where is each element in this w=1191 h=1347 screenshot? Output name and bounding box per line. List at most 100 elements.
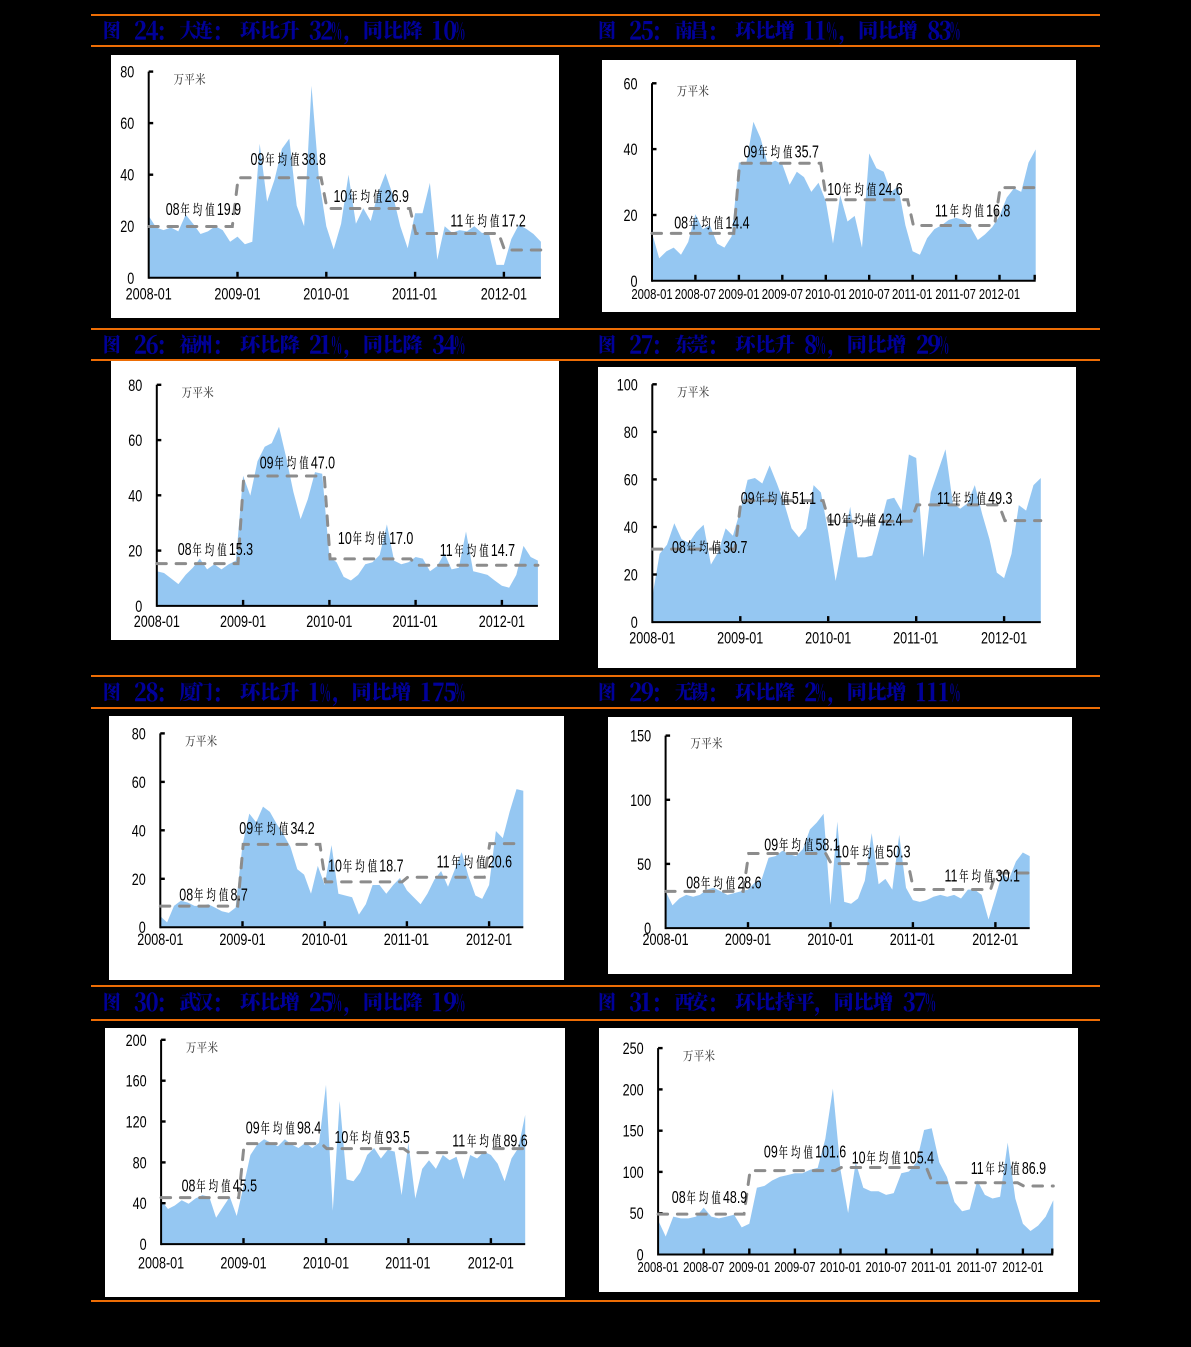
- svg-text:2009-01: 2009-01: [725, 932, 771, 950]
- svg-text:09: 09: [764, 1143, 778, 1163]
- svg-text:38.8: 38.8: [302, 150, 326, 170]
- svg-text:09: 09: [743, 142, 757, 162]
- svg-text:30.1: 30.1: [996, 867, 1020, 887]
- svg-text:35.7: 35.7: [794, 142, 818, 162]
- svg-text:08: 08: [672, 1188, 686, 1208]
- svg-text:2010-01: 2010-01: [805, 285, 846, 302]
- svg-text:40: 40: [624, 519, 638, 537]
- svg-text:250: 250: [623, 1041, 644, 1059]
- svg-text:2010-01: 2010-01: [820, 1259, 861, 1276]
- svg-text:2011-01: 2011-01: [893, 629, 938, 647]
- svg-text:10: 10: [835, 843, 849, 863]
- svg-text:11: 11: [452, 1131, 465, 1151]
- svg-text:0: 0: [139, 920, 146, 938]
- svg-text:2009-01: 2009-01: [220, 613, 266, 631]
- svg-text:80: 80: [120, 64, 134, 82]
- svg-text:10: 10: [852, 1149, 866, 1169]
- svg-text:2012-01: 2012-01: [1003, 1259, 1044, 1276]
- svg-text:80: 80: [624, 424, 638, 442]
- svg-text:2011-01: 2011-01: [384, 931, 429, 949]
- svg-text:11: 11: [436, 853, 449, 873]
- svg-text:24.6: 24.6: [878, 180, 902, 200]
- svg-text:09: 09: [260, 453, 274, 473]
- svg-text:10: 10: [328, 857, 342, 877]
- svg-text:09: 09: [239, 819, 253, 839]
- svg-text:2011-01: 2011-01: [911, 1259, 951, 1276]
- svg-text:10: 10: [334, 1128, 348, 1148]
- svg-text:2008-01: 2008-01: [138, 1255, 184, 1273]
- svg-text:11: 11: [440, 541, 453, 561]
- svg-text:48.9: 48.9: [723, 1188, 747, 1208]
- svg-text:200: 200: [623, 1082, 644, 1100]
- svg-text:2009-07: 2009-07: [761, 285, 802, 302]
- svg-text:09: 09: [764, 836, 778, 856]
- svg-text:2010-01: 2010-01: [808, 932, 854, 950]
- svg-text:0: 0: [630, 273, 637, 291]
- svg-text:60: 60: [623, 76, 637, 94]
- svg-text:14.7: 14.7: [491, 541, 515, 561]
- svg-text:60: 60: [120, 116, 134, 134]
- svg-text:60: 60: [128, 433, 142, 451]
- svg-text:51.1: 51.1: [792, 489, 816, 509]
- svg-text:2009-01: 2009-01: [219, 931, 265, 949]
- svg-text:150: 150: [623, 1123, 644, 1141]
- svg-text:20: 20: [120, 219, 134, 237]
- svg-text:2012-01: 2012-01: [479, 613, 525, 631]
- svg-text:47.0: 47.0: [311, 453, 335, 473]
- svg-text:2011-01: 2011-01: [385, 1255, 430, 1273]
- svg-text:20: 20: [128, 543, 142, 561]
- svg-text:08: 08: [166, 201, 180, 221]
- svg-text:86.9: 86.9: [1022, 1159, 1046, 1179]
- svg-text:2011-01: 2011-01: [890, 932, 935, 950]
- svg-text:16.8: 16.8: [986, 201, 1010, 221]
- svg-text:11: 11: [971, 1159, 984, 1179]
- svg-text:08: 08: [179, 885, 193, 905]
- svg-text:60: 60: [624, 471, 638, 489]
- svg-text:08: 08: [672, 537, 686, 557]
- svg-text:0: 0: [127, 271, 134, 289]
- svg-text:40: 40: [120, 168, 134, 186]
- svg-text:11: 11: [934, 201, 947, 221]
- svg-text:49.3: 49.3: [988, 489, 1012, 509]
- svg-text:30.7: 30.7: [723, 537, 747, 557]
- svg-text:17.2: 17.2: [502, 212, 526, 232]
- svg-text:08: 08: [181, 1176, 195, 1196]
- svg-text:2009-07: 2009-07: [775, 1259, 816, 1276]
- svg-text:10: 10: [338, 529, 352, 549]
- svg-text:20.6: 20.6: [488, 853, 512, 873]
- svg-text:2012-01: 2012-01: [972, 932, 1018, 950]
- svg-text:50.3: 50.3: [886, 843, 910, 863]
- svg-text:2008-01: 2008-01: [134, 613, 180, 631]
- svg-text:2010-01: 2010-01: [303, 286, 349, 304]
- svg-text:100: 100: [617, 376, 638, 394]
- svg-text:2012-01: 2012-01: [466, 931, 512, 949]
- svg-text:2008-07: 2008-07: [683, 1259, 724, 1276]
- svg-text:2011-01: 2011-01: [892, 285, 932, 302]
- svg-text:2010-01: 2010-01: [302, 1255, 348, 1273]
- svg-text:28.6: 28.6: [738, 874, 762, 894]
- svg-text:105.4: 105.4: [903, 1149, 934, 1169]
- svg-text:09: 09: [245, 1119, 259, 1139]
- svg-text:2010-01: 2010-01: [301, 931, 347, 949]
- svg-text:89.6: 89.6: [503, 1131, 527, 1151]
- svg-text:2008-01: 2008-01: [638, 1259, 679, 1276]
- svg-text:101.6: 101.6: [815, 1143, 846, 1163]
- svg-text:0: 0: [139, 1237, 146, 1255]
- svg-text:58.1: 58.1: [816, 836, 840, 856]
- svg-text:2011-07: 2011-07: [957, 1259, 997, 1276]
- svg-text:2008-01: 2008-01: [631, 285, 672, 302]
- svg-text:2009-01: 2009-01: [717, 629, 763, 647]
- svg-text:98.4: 98.4: [297, 1119, 321, 1139]
- svg-text:2010-07: 2010-07: [866, 1259, 907, 1276]
- svg-text:08: 08: [686, 874, 700, 894]
- svg-text:2008-07: 2008-07: [674, 285, 715, 302]
- svg-text:50: 50: [630, 1206, 644, 1224]
- svg-text:17.0: 17.0: [389, 529, 413, 549]
- svg-text:93.5: 93.5: [385, 1128, 409, 1148]
- svg-text:34.2: 34.2: [290, 819, 314, 839]
- svg-text:10: 10: [827, 510, 841, 530]
- svg-text:14.4: 14.4: [725, 213, 749, 233]
- svg-text:120: 120: [125, 1114, 146, 1132]
- svg-text:200: 200: [125, 1032, 146, 1050]
- svg-text:0: 0: [631, 614, 638, 632]
